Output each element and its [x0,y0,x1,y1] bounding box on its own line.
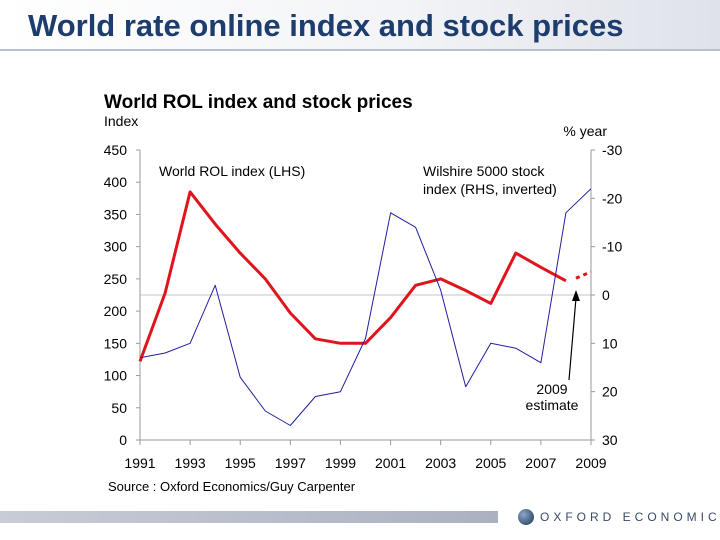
series-label-wilshire: Wilshire 5000 stock [423,163,545,179]
y-axis-label-right: % year [563,123,607,139]
y-tick-label-left: 450 [104,142,128,158]
y-tick-labels-left: 450 400 350 300 250 200 150 100 50 0 [104,142,128,448]
x-tick-label: 1993 [175,455,206,471]
y-tick-label-left: 100 [104,368,128,384]
y-tick-label-right: 20 [602,384,618,400]
x-tick-label: 1995 [225,455,256,471]
x-tick-label: 2003 [425,455,456,471]
estimate-arrow-head [572,290,580,301]
y-tick-label-left: 150 [104,335,128,351]
estimate-label: estimate [526,397,579,413]
x-tick-label: 1997 [275,455,306,471]
globe-icon [518,509,534,525]
header-rule [0,49,720,51]
x-tick-labels: 1991 1993 1995 1997 1999 2001 2003 2005 2007 2009 [124,455,606,471]
y-tick-label-right: -20 [602,190,622,206]
series-lines [138,188,592,426]
y-tick-label-left: 250 [104,271,128,287]
y-tick-label-left: 400 [104,174,128,190]
x-tick-label: 1991 [124,455,155,471]
y-tick-label-left: 200 [104,303,128,319]
y-tick-label-right: 10 [602,335,618,351]
x-tick-label: 2007 [525,455,556,471]
axes [136,149,595,445]
x-tick-label: 2001 [375,455,406,471]
y-tick-labels-right: -30 -20 -10 0 10 20 30 [602,142,622,448]
series-label-wilshire: index (RHS, inverted) [423,181,557,197]
x-tick-label: 1999 [325,455,356,471]
slide-title: World rate online index and stock prices [28,8,624,43]
y-tick-label-right: 30 [602,432,618,448]
annotations: World ROL index (LHS) Wilshire 5000 stock… [159,163,580,413]
estimate-segment [575,270,592,280]
footer-logo: OXFORD ECONOMICS [518,508,720,526]
y-tick-label-left: 350 [104,206,128,222]
y-tick-label-left: 300 [104,239,128,255]
x-tick-label: 2005 [475,455,506,471]
y-tick-label-right: -30 [602,142,622,158]
y-tick-label-right: -10 [602,239,622,255]
chart-source: Source : Oxford Economics/Guy Carpenter [108,479,356,494]
y-tick-label-left: 0 [119,432,127,448]
x-tick-label: 2009 [575,455,606,471]
logo-text: OXFORD ECONOMICS [540,510,720,524]
estimate-label: 2009 [536,381,567,397]
y-axis-label-left: Index [104,113,138,129]
chart-title: World ROL index and stock prices [104,92,413,113]
estimate-arrow-line [568,297,577,381]
series-line-rol-index [138,190,567,362]
slide-header: World rate online index and stock prices [0,0,720,50]
series-line-wilshire [139,188,592,426]
y-tick-label-left: 50 [111,400,127,416]
series-label-rol: World ROL index (LHS) [159,163,305,179]
y-tick-label-right: 0 [602,287,610,303]
footer-bar [0,511,498,523]
